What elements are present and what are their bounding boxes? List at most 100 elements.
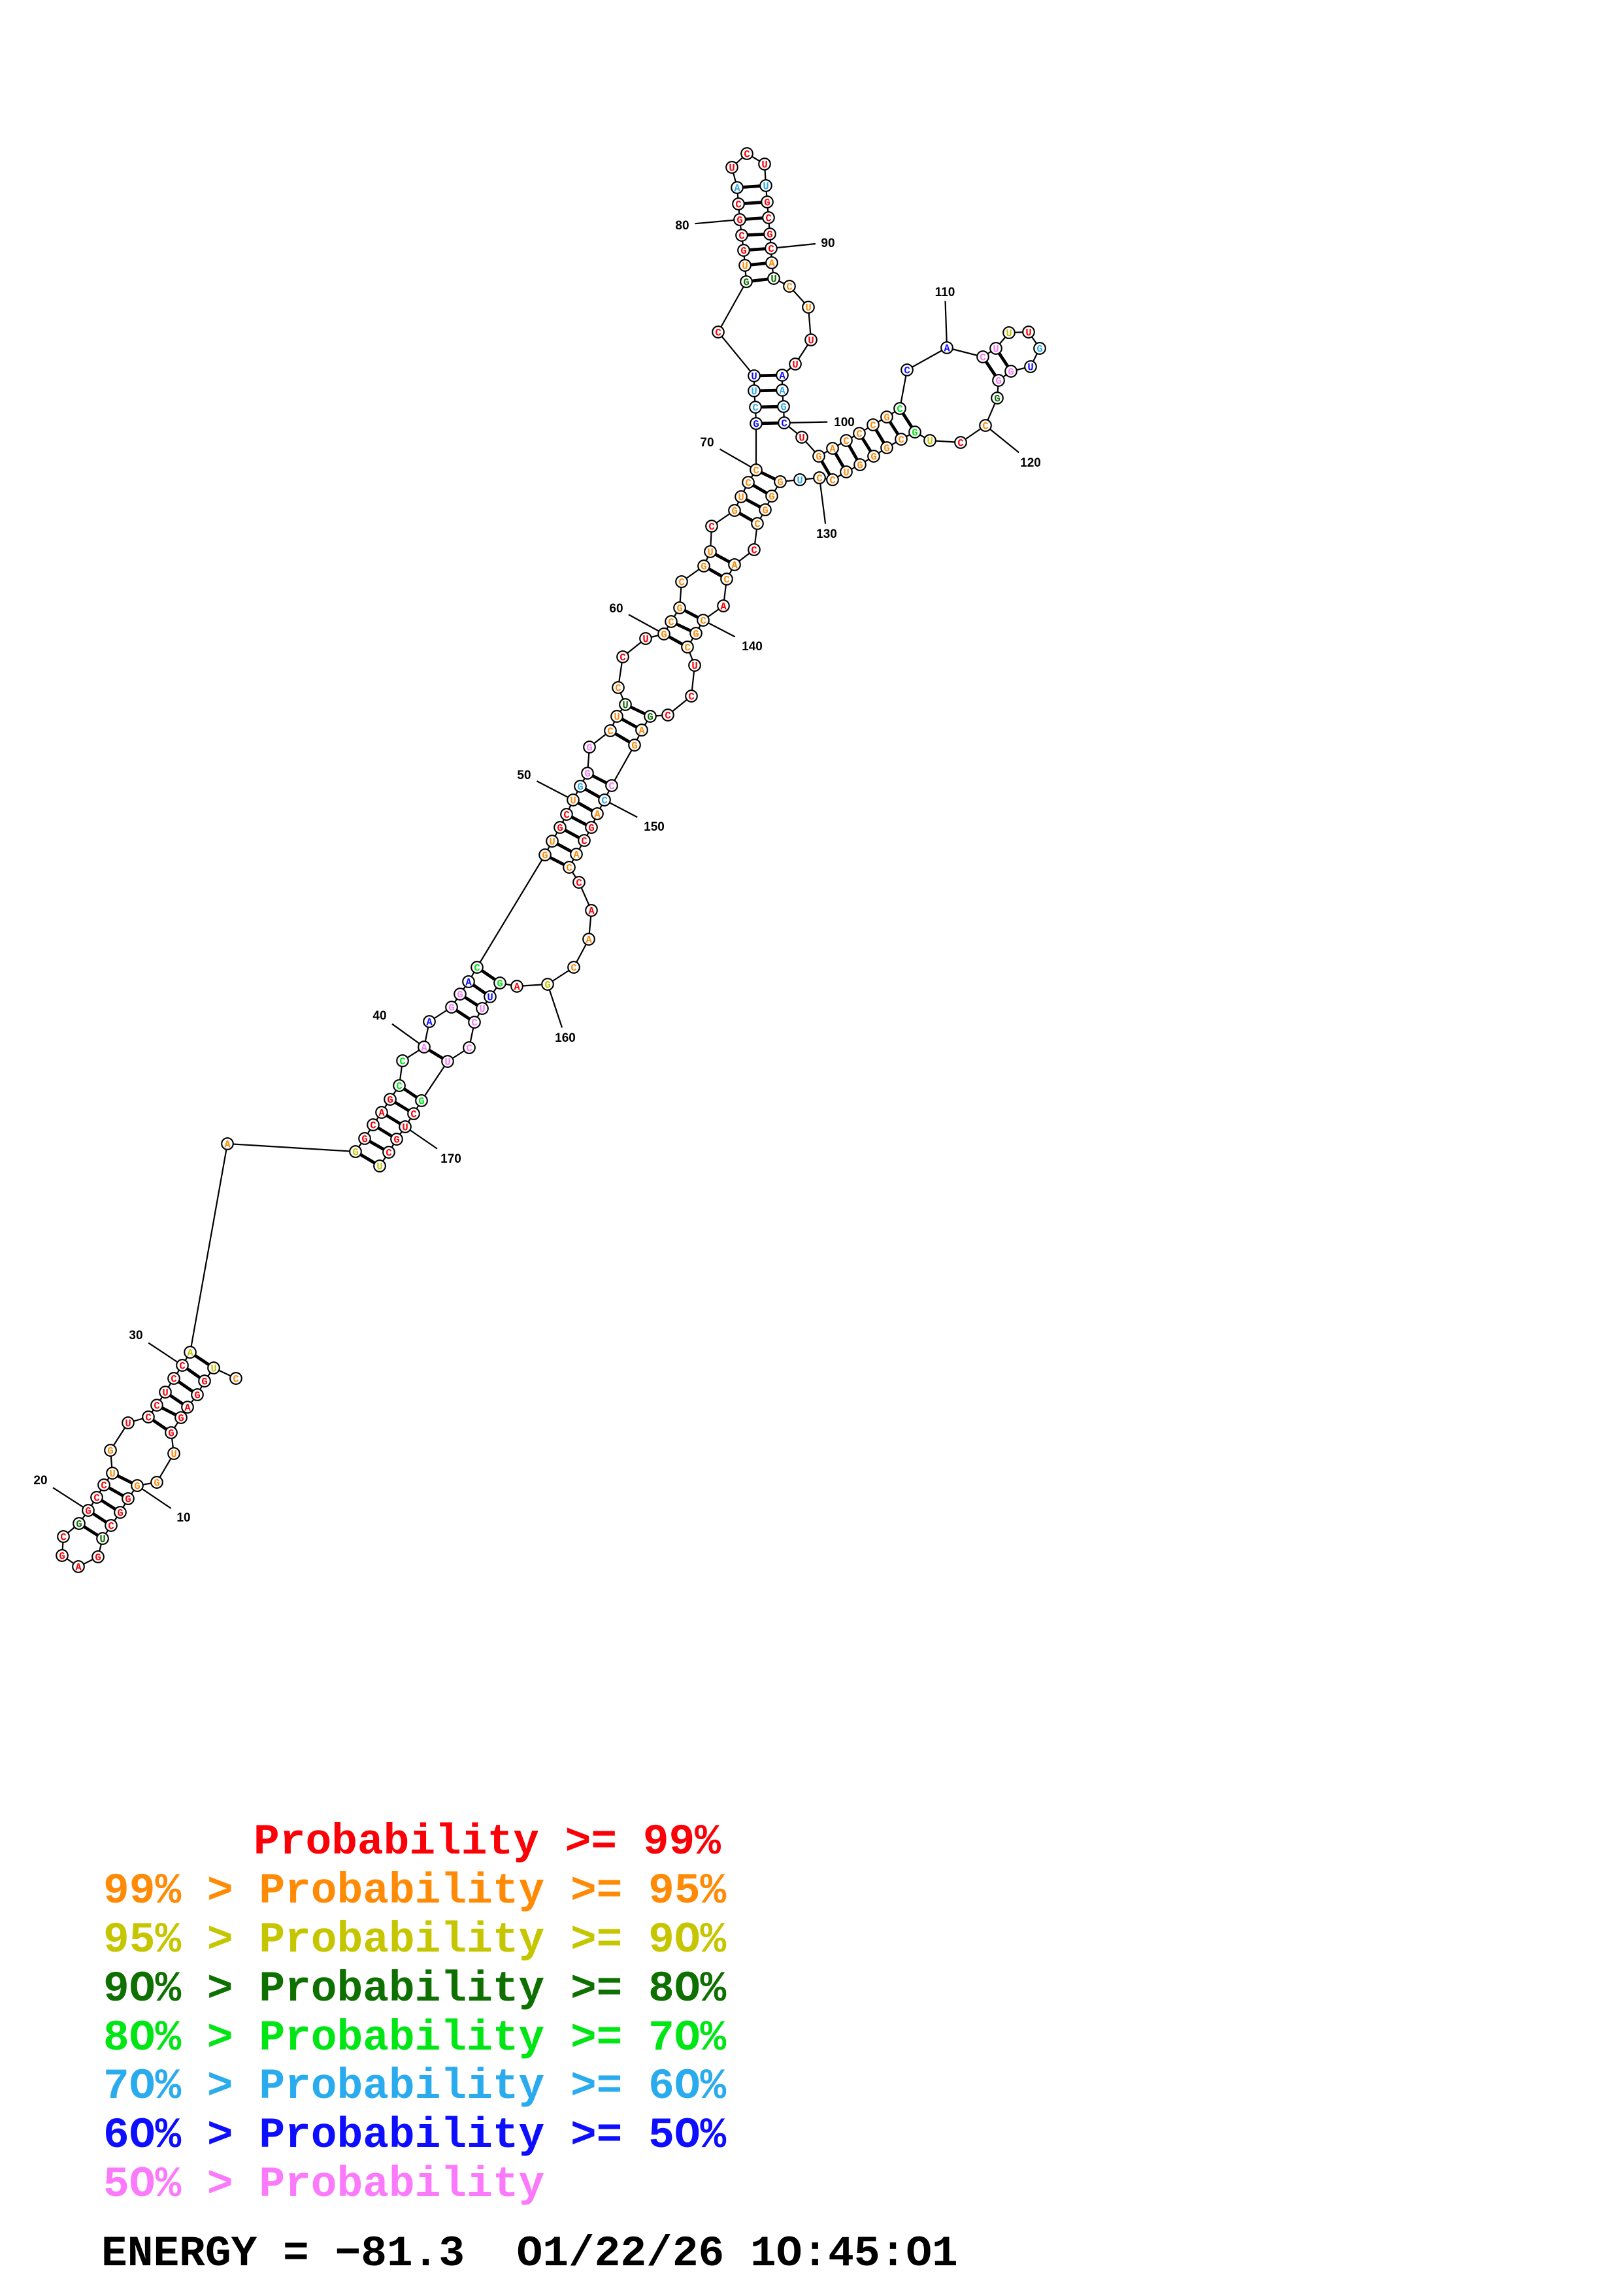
- svg-text:G: G: [816, 452, 821, 463]
- svg-text:C: C: [897, 404, 902, 416]
- svg-text:G: G: [884, 412, 889, 424]
- svg-text:U: U: [614, 712, 620, 724]
- svg-text:U: U: [805, 303, 811, 314]
- svg-text:U: U: [763, 181, 769, 193]
- svg-text:ENERGY = −81.3 O1/22/26 1O:45: ENERGY = −81.3 O1/22/26 1O:45:O1: [101, 2229, 958, 2278]
- svg-text:U: U: [444, 1057, 450, 1069]
- svg-text:G: G: [194, 1390, 200, 1402]
- svg-text:A: A: [638, 725, 645, 737]
- svg-text:C: C: [723, 574, 729, 586]
- svg-text:G: G: [577, 782, 583, 793]
- svg-text:G: G: [393, 1135, 399, 1146]
- svg-text:G: G: [1008, 367, 1014, 378]
- svg-text:C: C: [466, 1043, 472, 1055]
- svg-text:C: C: [154, 1401, 159, 1412]
- svg-text:80: 80: [675, 219, 689, 233]
- svg-text:99% > Probability >= 95%: 99% > Probability >= 95%: [103, 1867, 727, 1916]
- svg-text:C: C: [108, 1521, 114, 1533]
- svg-text:C: C: [410, 1109, 416, 1121]
- svg-text:C: C: [980, 352, 985, 364]
- svg-text:A: A: [731, 560, 738, 572]
- svg-text:U: U: [487, 992, 493, 1004]
- svg-text:G: G: [870, 452, 876, 463]
- svg-text:U: U: [376, 1161, 382, 1173]
- svg-text:G: G: [584, 769, 590, 780]
- svg-text:C: C: [898, 435, 904, 446]
- svg-text:A: A: [779, 371, 785, 382]
- svg-text:C: C: [738, 231, 744, 242]
- svg-text:G: G: [994, 393, 1000, 405]
- svg-text:G: G: [59, 1551, 65, 1563]
- svg-text:G: G: [777, 477, 783, 489]
- svg-text:U: U: [642, 634, 648, 646]
- svg-text:U: U: [927, 436, 933, 448]
- svg-text:A: A: [779, 386, 785, 397]
- svg-text:C: C: [904, 365, 910, 377]
- svg-text:170: 170: [440, 1152, 461, 1166]
- svg-text:G: G: [352, 1147, 358, 1159]
- svg-text:G: G: [418, 1096, 424, 1108]
- svg-text:A: A: [944, 343, 950, 355]
- svg-text:U: U: [797, 475, 802, 487]
- svg-text:8O% > Probability >= 7O%: 8O% > Probability >= 7O%: [103, 2014, 727, 2063]
- svg-text:A: A: [588, 906, 595, 918]
- svg-text:U: U: [751, 371, 757, 383]
- svg-text:G: G: [740, 246, 746, 258]
- svg-text:U: U: [479, 1004, 485, 1016]
- svg-text:10: 10: [176, 1511, 190, 1525]
- svg-text:6O% > Probability >= 5O%: 6O% > Probability >= 5O%: [103, 2111, 727, 2160]
- svg-text:G: G: [117, 1508, 123, 1520]
- svg-text:G: G: [884, 443, 889, 455]
- svg-text:G: G: [764, 197, 770, 209]
- svg-text:5O% > Probability: 5O% > Probability: [103, 2160, 544, 2209]
- svg-text:C: C: [101, 1480, 107, 1492]
- svg-text:95% > Probability >= 9O%: 95% > Probability >= 9O%: [103, 1916, 727, 1965]
- svg-text:C: C: [700, 616, 706, 627]
- svg-text:G: G: [693, 629, 699, 641]
- svg-text:A: A: [573, 850, 580, 861]
- svg-text:G: G: [201, 1376, 207, 1388]
- svg-text:130: 130: [816, 527, 837, 541]
- svg-text:C: C: [708, 522, 714, 533]
- svg-text:160: 160: [555, 1031, 576, 1045]
- svg-text:C: C: [744, 149, 750, 161]
- svg-text:G: G: [631, 740, 637, 752]
- svg-text:A: A: [514, 982, 520, 993]
- svg-text:C: C: [754, 519, 760, 531]
- svg-text:G: G: [557, 823, 563, 835]
- svg-text:U: U: [792, 359, 798, 371]
- svg-text:G: G: [154, 1478, 159, 1489]
- svg-text:A: A: [465, 977, 472, 989]
- svg-text:C: C: [615, 683, 621, 695]
- svg-text:C: C: [474, 963, 480, 974]
- svg-text:C: C: [751, 545, 757, 557]
- svg-text:C: C: [668, 617, 674, 629]
- svg-text:150: 150: [644, 820, 665, 834]
- svg-text:U: U: [707, 547, 713, 559]
- svg-text:G: G: [361, 1134, 367, 1146]
- svg-text:G: G: [85, 1506, 91, 1518]
- svg-text:A: A: [829, 444, 836, 456]
- svg-text:C: C: [399, 1056, 405, 1068]
- svg-text:C: C: [370, 1120, 376, 1132]
- svg-text:G: G: [995, 376, 1001, 388]
- svg-text:G: G: [134, 1481, 140, 1493]
- svg-text:U: U: [742, 261, 748, 273]
- svg-text:G: G: [542, 850, 548, 862]
- svg-text:A: A: [421, 1042, 427, 1054]
- svg-text:C: C: [715, 327, 721, 339]
- svg-text:U: U: [109, 1469, 115, 1480]
- svg-text:U: U: [402, 1122, 408, 1134]
- svg-text:G: G: [544, 980, 550, 991]
- svg-text:G: G: [731, 506, 737, 518]
- svg-text:C: C: [665, 710, 670, 722]
- svg-text:C: C: [179, 1361, 185, 1373]
- svg-text:A: A: [378, 1108, 385, 1120]
- svg-text:C: C: [396, 1081, 402, 1093]
- svg-text:C: C: [768, 244, 774, 256]
- svg-text:C: C: [684, 642, 690, 654]
- svg-text:C: C: [93, 1493, 99, 1505]
- svg-text:G: G: [857, 460, 863, 472]
- svg-text:U: U: [162, 1388, 168, 1399]
- svg-text:G: G: [701, 561, 706, 573]
